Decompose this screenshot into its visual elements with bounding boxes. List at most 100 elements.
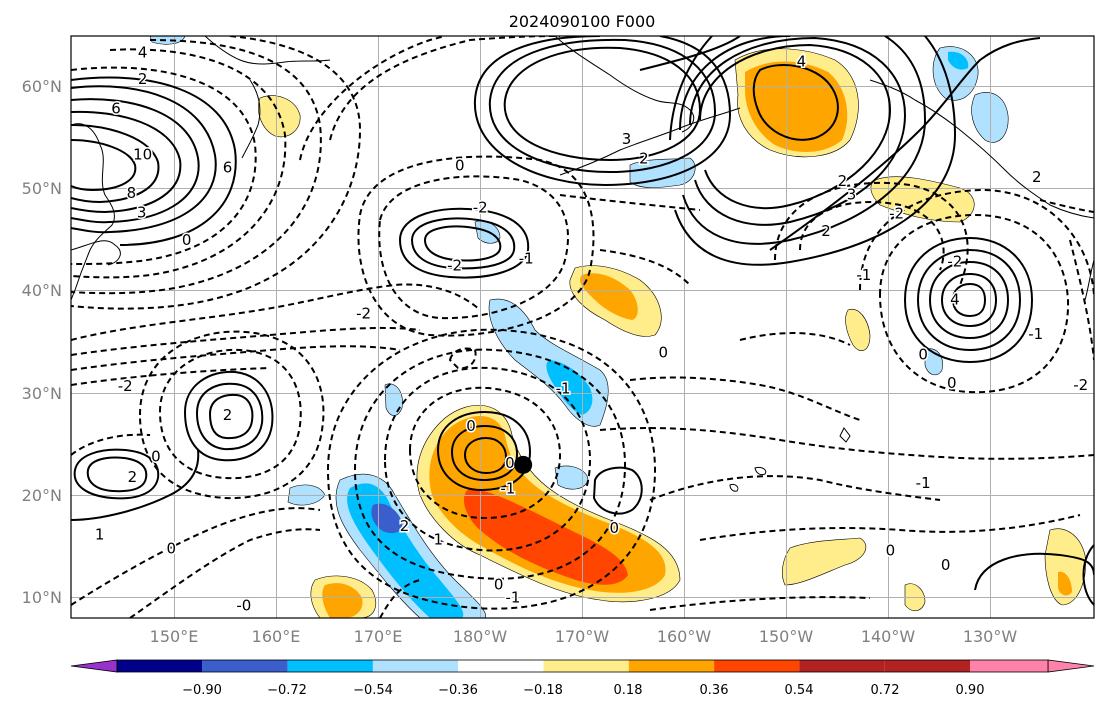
contour-label: 2 <box>1032 168 1042 186</box>
contour-label: 0 <box>609 519 619 537</box>
contour-line <box>649 475 941 501</box>
contour-label: 3 <box>137 204 147 222</box>
lon-label: 170°W <box>555 627 610 646</box>
colorbar-tick-label: 0.72 <box>871 683 900 698</box>
contour-line <box>378 175 569 320</box>
negative-strip-mid <box>546 360 593 415</box>
contour-label: 4 <box>950 290 960 308</box>
lon-label: 150°W <box>759 627 814 646</box>
contour-line <box>71 48 287 279</box>
contour-line <box>450 424 519 482</box>
colorbar-segment <box>202 660 288 672</box>
contour-line <box>916 248 1022 352</box>
contour-line <box>71 449 200 521</box>
contour-label: 4 <box>138 43 148 61</box>
contour-line <box>559 194 701 211</box>
contour-label: -1 <box>856 266 871 284</box>
contour-label: -1 <box>1028 325 1043 343</box>
contour-label: -2 <box>947 253 962 271</box>
contour-line <box>649 596 871 611</box>
contour-label: 0 <box>947 374 957 392</box>
contour-line <box>689 36 907 226</box>
lat-label: 30°N <box>22 384 62 403</box>
colorbar-tick-label: −0.36 <box>438 683 478 698</box>
contour-label: -1 <box>519 250 534 268</box>
colorbar-tick-label: −0.90 <box>182 683 222 698</box>
colorbar-segment <box>884 660 970 672</box>
colorbar-segment <box>117 660 203 672</box>
contour-label: -1 <box>500 479 515 497</box>
lon-label: 150°E <box>150 627 199 646</box>
colorbar-tick-label: −0.54 <box>353 683 393 698</box>
contour-line <box>1082 544 1094 606</box>
contour-line <box>436 410 532 492</box>
contour-label: 1 <box>433 530 443 548</box>
contour-line <box>357 155 595 337</box>
colorbar-tick-label: 0.90 <box>956 683 985 698</box>
contour-label: -0 <box>236 597 251 615</box>
lat-label: 60°N <box>22 77 62 96</box>
contour-label: 2 <box>138 70 148 88</box>
contour-line <box>353 348 627 580</box>
contour-line <box>379 579 421 618</box>
contour-line <box>679 36 927 245</box>
contour-line <box>878 213 1070 394</box>
contour-label: 0 <box>466 417 476 435</box>
contour-line <box>71 85 217 234</box>
contour-line <box>71 283 481 341</box>
contour-line <box>928 260 1010 340</box>
colorbar-segment <box>372 660 459 672</box>
contour-line <box>71 110 182 214</box>
contour-line <box>195 382 264 451</box>
colorbar-segment <box>799 660 885 672</box>
lat-label: 40°N <box>22 281 62 300</box>
lon-label: 130°W <box>963 627 1018 646</box>
positive-spot-se2-orange <box>1058 571 1072 596</box>
contour-line <box>398 207 530 279</box>
contour-line <box>774 181 969 286</box>
positive-spot-se1 <box>781 537 867 586</box>
contour-label: -1 <box>505 589 520 607</box>
contour-label: 4 <box>797 53 807 71</box>
colorbar-tick-label: 0.36 <box>700 683 729 698</box>
negative-spot-alaska-east-mid <box>948 51 969 70</box>
contour-line <box>71 433 151 456</box>
longitude-labels: 150°E 160°E 170°E 180°W 170°W 160°W 150°… <box>150 627 1018 646</box>
contour-line <box>71 345 401 371</box>
colorbar-segment <box>628 660 715 672</box>
colorbar-tick-label: −0.18 <box>523 683 563 698</box>
graticule <box>71 36 1094 618</box>
contour-line <box>71 66 257 265</box>
negative-spot-aleutian <box>629 157 696 188</box>
map-frame <box>70 35 1095 619</box>
contour-label: -2 <box>473 199 488 217</box>
colorbar-outline <box>116 659 1049 673</box>
positive-band-orange <box>429 415 666 593</box>
contour-label: 0 <box>659 344 669 362</box>
lon-label: 180°W <box>453 627 508 646</box>
contour-line <box>71 139 137 192</box>
contour-line <box>448 347 477 370</box>
contour-label: 0 <box>455 157 465 175</box>
contour-line <box>699 43 892 210</box>
contour-label: 0 <box>505 454 515 472</box>
positive-spot-sw-orange <box>322 583 363 618</box>
contour-label: 6 <box>223 159 233 177</box>
contour-label: -2 <box>356 305 371 323</box>
positive-spot-se2 <box>1044 528 1086 606</box>
contour-line <box>903 236 1034 364</box>
storm-position-marker <box>514 455 533 474</box>
contour-line <box>423 225 502 262</box>
contour-line <box>592 466 643 515</box>
positive-spot-40n <box>845 308 871 352</box>
negative-spot-pacific <box>384 383 403 416</box>
colorbar-extend-right <box>1047 659 1095 673</box>
contour-line <box>752 64 839 141</box>
contour-line <box>71 124 160 204</box>
lon-label: 170°E <box>354 627 403 646</box>
contour-line <box>739 332 851 346</box>
contour-label: 0 <box>918 346 928 364</box>
contour-label: 1 <box>95 525 105 543</box>
contour-label: -2 <box>1073 376 1088 394</box>
